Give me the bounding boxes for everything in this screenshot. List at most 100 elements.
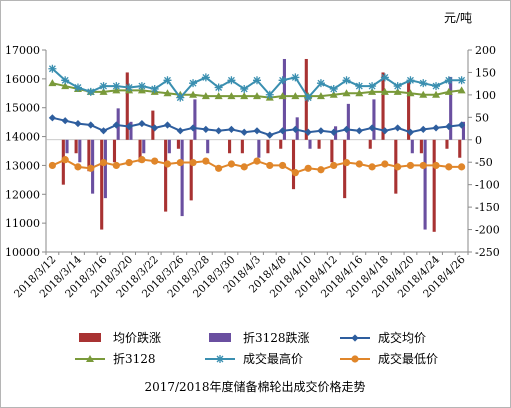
line-point-0-8 xyxy=(151,124,159,132)
bar-0-7 xyxy=(138,139,142,163)
line-point-1-25 xyxy=(368,87,377,95)
y-right-tick-label: 100 xyxy=(475,89,496,102)
line-series-3 xyxy=(48,156,466,177)
line-point-1-30 xyxy=(432,90,441,98)
bar-0-10 xyxy=(176,139,180,149)
line-point-2-10 xyxy=(176,93,185,102)
line-series-0 xyxy=(48,114,466,139)
line-point-0-26 xyxy=(381,127,389,135)
legend-marker-5 xyxy=(351,355,359,363)
line-point-2-26 xyxy=(380,73,389,82)
line-point-1-4 xyxy=(99,87,108,95)
y-right-tick-label: -100 xyxy=(475,179,500,192)
bar-1-25 xyxy=(372,99,376,140)
line-point-3-20 xyxy=(304,164,312,172)
line-point-1-13 xyxy=(214,92,223,100)
line-point-2-23 xyxy=(342,76,351,85)
line-point-3-30 xyxy=(432,161,440,170)
line-point-2-18 xyxy=(278,76,287,85)
bar-0-17 xyxy=(266,139,270,154)
bar-1-10 xyxy=(180,139,184,217)
line-point-2-19 xyxy=(291,73,300,82)
line-point-1-22 xyxy=(329,90,338,98)
bar-0-11 xyxy=(189,139,193,201)
line-point-0-24 xyxy=(355,127,363,135)
legend-marker-2 xyxy=(351,334,359,342)
bar-0-19 xyxy=(291,139,296,190)
bar-1-2 xyxy=(78,139,82,163)
axes: 10000 11000 12000 13000 14000 15000 16000 17000… xyxy=(5,44,500,259)
line-point-1-0 xyxy=(48,79,57,87)
line-point-2-13 xyxy=(214,83,223,92)
bar-1-9 xyxy=(167,139,171,154)
line-point-2-32 xyxy=(457,76,466,85)
bar-1-18 xyxy=(282,58,286,140)
line-point-1-11 xyxy=(189,90,198,98)
line-point-1-1 xyxy=(61,82,70,90)
y-right-tick-label: -200 xyxy=(475,224,500,237)
line-point-0-22 xyxy=(330,128,338,136)
legend-marker-4 xyxy=(216,355,224,363)
bar-1-1 xyxy=(65,139,69,154)
line-point-2-30 xyxy=(432,82,441,91)
line-point-2-24 xyxy=(355,82,364,91)
y-right-tick-label: 50 xyxy=(475,111,489,124)
y-left-tick-label: 13000 xyxy=(5,159,40,172)
line-point-3-14 xyxy=(227,160,236,168)
line-point-3-26 xyxy=(381,160,389,168)
line-point-2-15 xyxy=(240,84,249,93)
line-point-3-4 xyxy=(99,158,108,167)
line-point-0-32 xyxy=(458,121,466,129)
line-point-1-18 xyxy=(278,92,287,100)
line-point-2-21 xyxy=(316,79,325,88)
line-point-0-4 xyxy=(99,127,108,135)
line-point-3-28 xyxy=(406,161,415,170)
line-point-3-29 xyxy=(419,161,427,170)
line-point-0-2 xyxy=(74,119,82,128)
line-point-0-7 xyxy=(138,119,146,128)
line-point-2-9 xyxy=(163,76,172,85)
y-left-tick-label: 11000 xyxy=(5,217,40,230)
line-point-1-16 xyxy=(253,92,261,100)
line-point-0-13 xyxy=(215,127,223,135)
line-point-3-7 xyxy=(138,156,146,164)
bar-0-26 xyxy=(381,72,385,140)
line-point-3-13 xyxy=(215,164,223,172)
line-point-3-12 xyxy=(202,157,210,165)
line-point-3-27 xyxy=(394,163,402,171)
line-point-0-1 xyxy=(61,117,69,125)
line-point-1-24 xyxy=(355,89,364,97)
bar-0-30 xyxy=(432,139,436,232)
line-point-3-16 xyxy=(253,157,261,165)
bar-1-12 xyxy=(206,139,210,154)
line-point-0-14 xyxy=(227,125,236,133)
line-point-0-21 xyxy=(317,127,325,135)
bar-0-15 xyxy=(240,139,244,154)
line-point-3-21 xyxy=(317,166,325,174)
line-point-2-20 xyxy=(304,93,313,102)
line-point-0-30 xyxy=(432,124,440,132)
line-point-1-12 xyxy=(201,92,210,100)
bar-0-22 xyxy=(330,139,334,163)
line-point-0-12 xyxy=(202,125,210,133)
line-point-2-2 xyxy=(73,83,82,92)
line-point-2-5 xyxy=(112,82,121,91)
legend-label-5: 成交最低价 xyxy=(378,351,438,366)
line-point-0-9 xyxy=(163,121,172,129)
line-point-1-31 xyxy=(444,87,453,95)
line-point-2-11 xyxy=(189,79,198,88)
bar-0-25 xyxy=(368,139,372,149)
bar-0-2 xyxy=(74,139,78,154)
line-series-1 xyxy=(48,79,466,101)
line-point-1-27 xyxy=(393,87,402,95)
line-point-1-26 xyxy=(380,87,389,95)
line-point-0-18 xyxy=(278,127,287,135)
line-point-3-6 xyxy=(125,158,133,167)
line-point-2-7 xyxy=(137,82,146,91)
bar-1-28 xyxy=(410,139,414,154)
legend-label-3: 折3128 xyxy=(113,351,156,366)
line-point-2-28 xyxy=(406,76,415,85)
legend-label-1: 折3128跌涨 xyxy=(243,330,310,345)
bar-1-20 xyxy=(308,139,312,149)
